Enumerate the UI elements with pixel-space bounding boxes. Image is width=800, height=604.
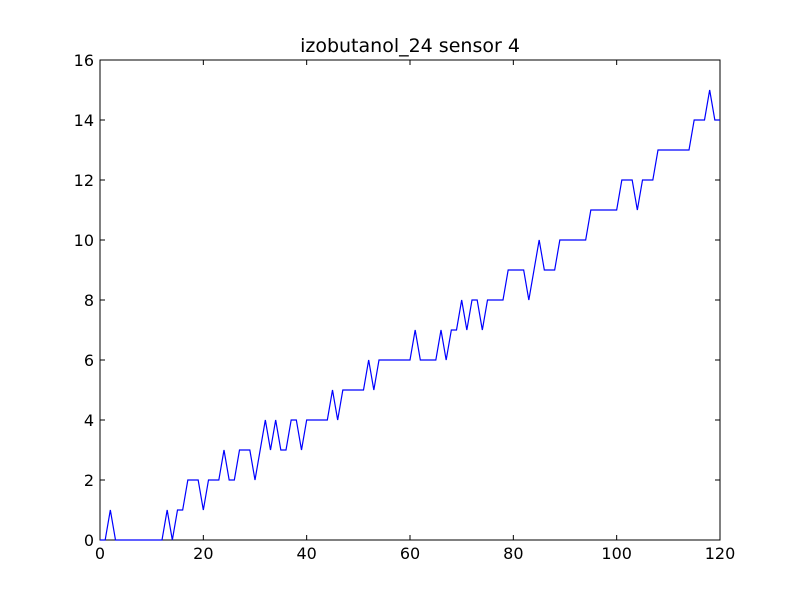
y-tick-label: 10 <box>74 231 94 250</box>
y-tick-label: 14 <box>74 111 94 130</box>
plot-area-frame <box>99 59 721 541</box>
y-tick-label: 2 <box>84 471 94 490</box>
x-tick-label: 100 <box>601 544 632 563</box>
x-tick-label: 60 <box>400 544 420 563</box>
y-tick-label: 4 <box>84 411 94 430</box>
x-tick-label: 120 <box>705 544 736 563</box>
x-tick-label: 20 <box>193 544 213 563</box>
ticks-layer: 0 20 40 60 80 100 120 0 2 4 6 8 10 12 14 16 <box>74 51 736 563</box>
series-line <box>100 89 720 541</box>
series-layer <box>100 89 720 541</box>
x-tick-label: 80 <box>503 544 523 563</box>
y-tick-label: 16 <box>74 51 94 70</box>
chart-title: izobutanol_24 sensor 4 <box>300 35 520 57</box>
y-tick-label: 8 <box>84 291 94 310</box>
x-tick-label: 40 <box>296 544 316 563</box>
y-tick-label: 0 <box>84 531 94 550</box>
y-tick-label: 12 <box>74 171 94 190</box>
y-tick-label: 6 <box>84 351 94 370</box>
x-tick-label: 0 <box>95 544 105 563</box>
